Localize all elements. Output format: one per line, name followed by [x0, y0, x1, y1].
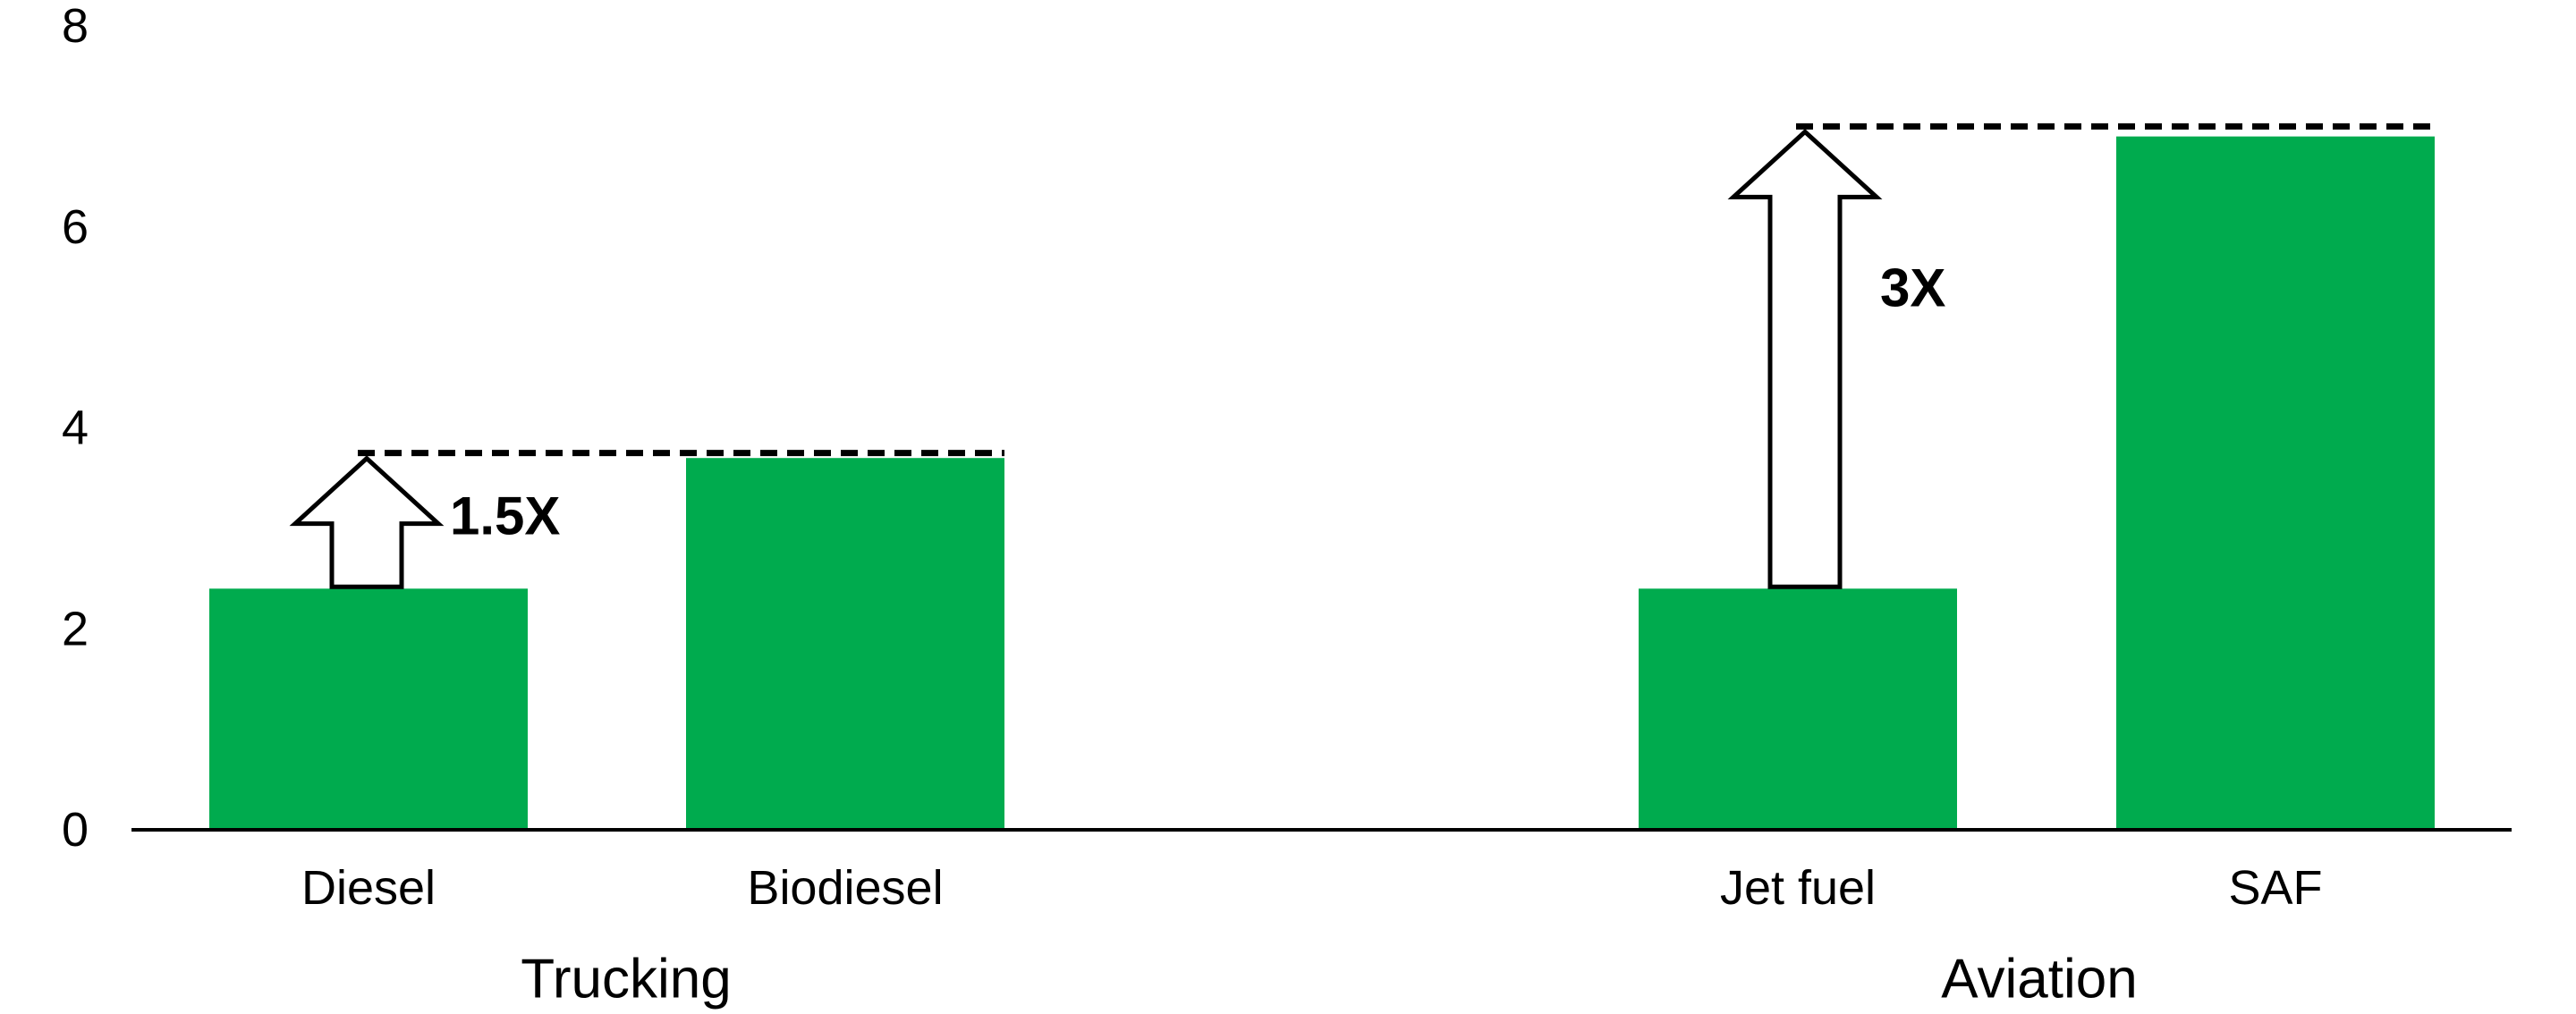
annotation-label-aviation: 3X	[1880, 258, 1945, 318]
category-label-saf: SAF	[2228, 861, 2322, 915]
category-label-biodiesel: Biodiesel	[747, 861, 943, 915]
group-label-aviation: Aviation	[1941, 949, 2137, 1010]
bar-saf	[2116, 136, 2435, 831]
up-arrow-icon-trucking	[289, 455, 445, 589]
category-label-jet-fuel: Jet fuel	[1720, 861, 1876, 915]
bar-jet-fuel	[1639, 588, 1957, 830]
annotation-label-trucking: 1.5X	[450, 486, 560, 546]
bar-biodiesel	[686, 458, 1004, 830]
up-arrow-icon-aviation	[1727, 128, 1883, 589]
y-tick-label-0: 0	[62, 803, 89, 857]
group-label-trucking: Trucking	[521, 949, 731, 1010]
y-tick-label-2: 2	[62, 602, 89, 655]
category-label-diesel: Diesel	[301, 861, 436, 915]
bar-diesel	[209, 588, 528, 830]
y-tick-label-4: 4	[62, 401, 89, 455]
y-tick-label-8: 8	[62, 0, 89, 53]
y-tick-label-6: 6	[62, 200, 89, 254]
